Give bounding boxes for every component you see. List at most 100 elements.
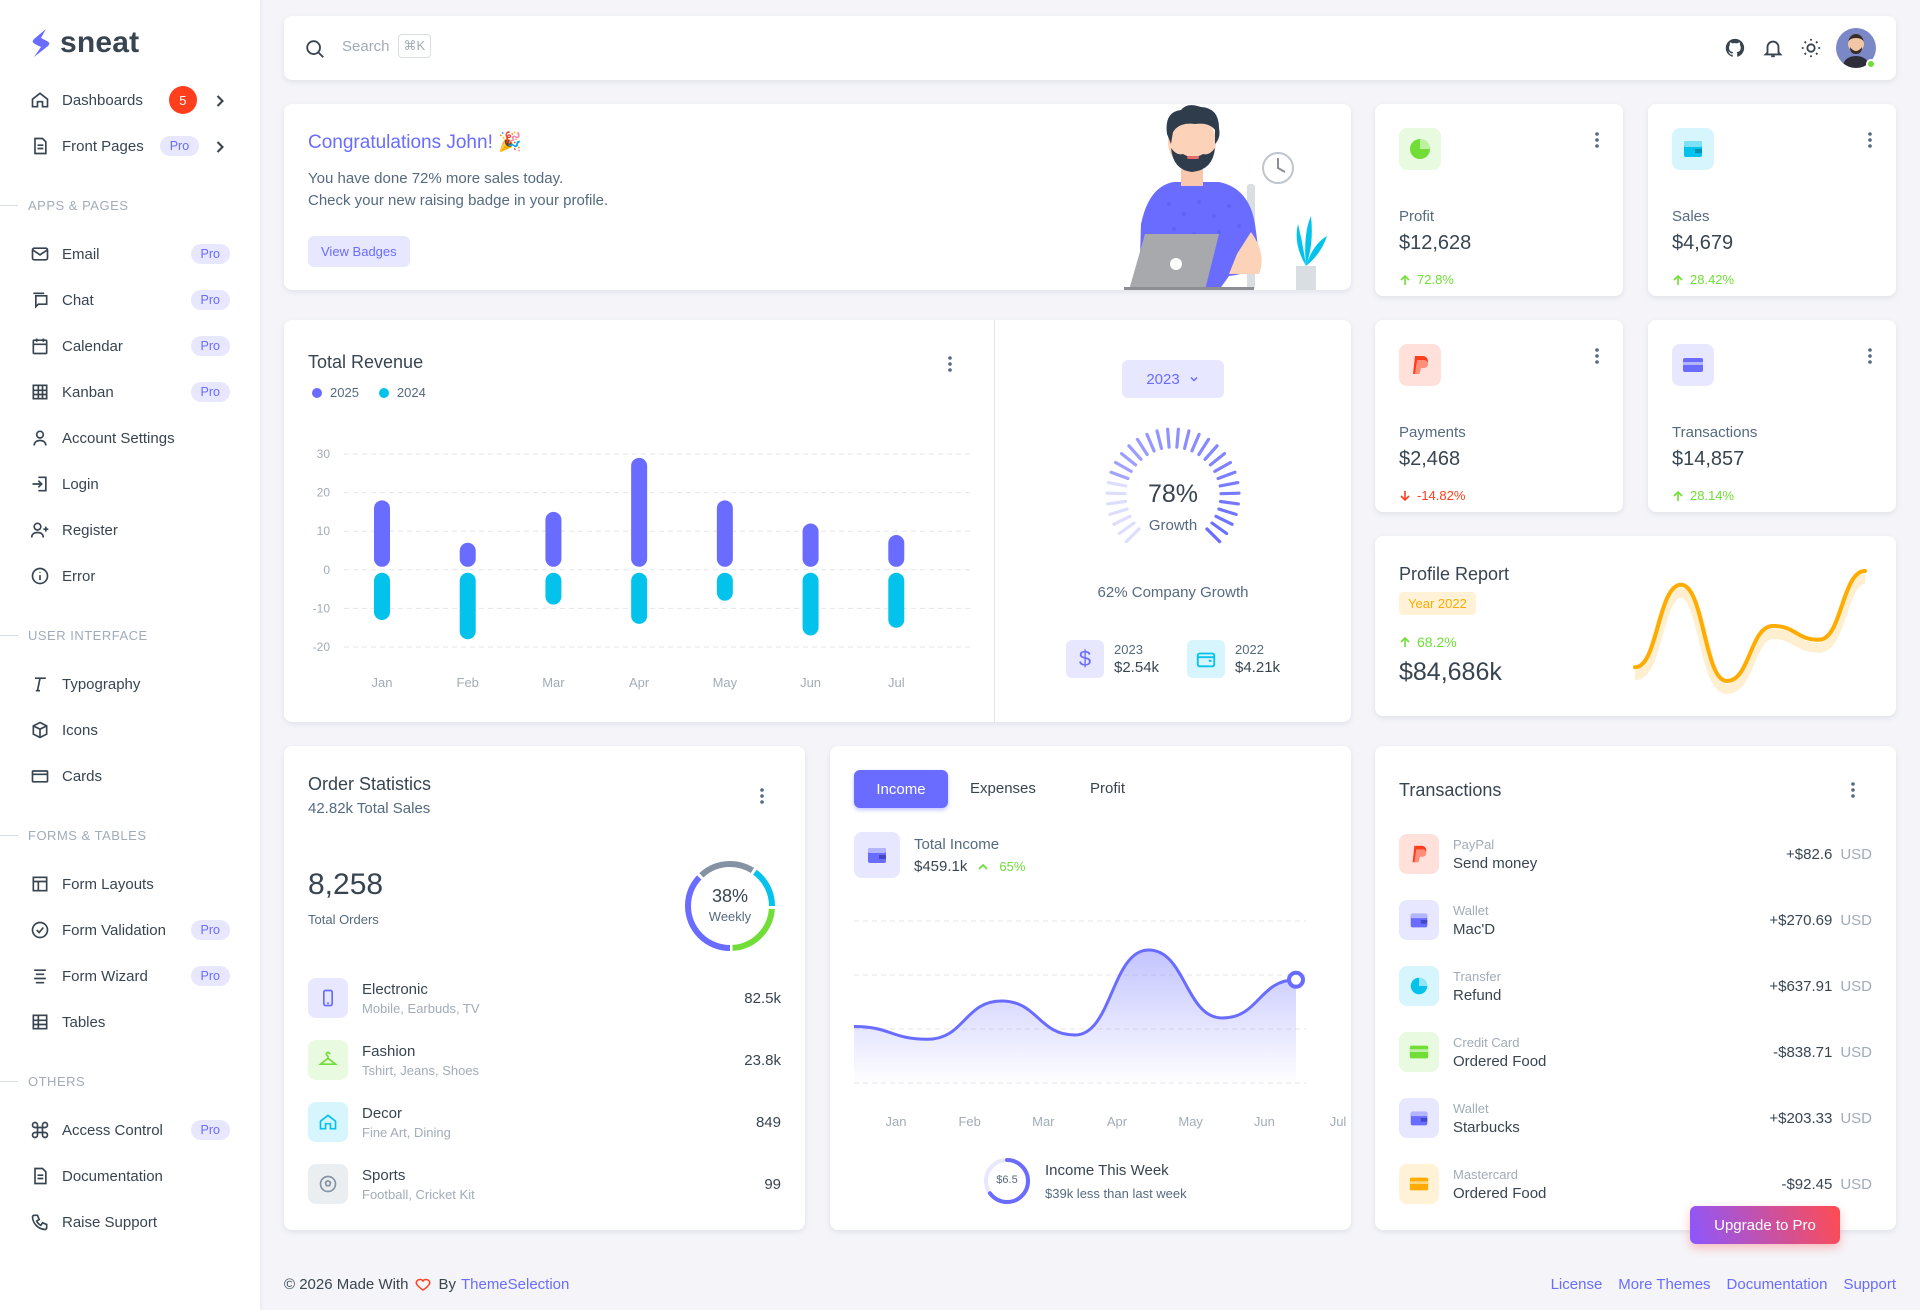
- more-vertical-icon[interactable]: [1860, 346, 1880, 366]
- revenue-title: Total Revenue: [308, 352, 424, 372]
- pro-badge: Pro: [190, 1119, 230, 1141]
- stat-value: $4,679: [1672, 232, 1734, 254]
- sidebar-item-typography[interactable]: Typography: [30, 667, 230, 701]
- sidebar-item-dashboards[interactable]: Dashboards 5: [30, 83, 230, 117]
- bar-2024: [631, 572, 648, 624]
- sidebar-item-documentation[interactable]: Documentation: [30, 1159, 230, 1193]
- ring-progress: [984, 1158, 1030, 1204]
- sidebar-item-register[interactable]: Register: [30, 513, 230, 547]
- welcome-line-2: Check your new raising badge in your pro…: [308, 192, 609, 209]
- more-vertical-icon[interactable]: [940, 354, 960, 374]
- github-icon[interactable]: [1724, 37, 1746, 59]
- sidebar-item-kanban[interactable]: Kanban Pro: [30, 375, 230, 409]
- tab-income[interactable]: Income: [854, 770, 948, 808]
- more-vertical-icon[interactable]: [752, 786, 772, 806]
- list-item: Decor Fine Art, Dining 849: [308, 1100, 781, 1144]
- sidebar-item-login[interactable]: Login: [30, 467, 230, 501]
- more-vertical-icon[interactable]: [1587, 130, 1607, 150]
- x-tick-label: Jul: [1330, 1114, 1347, 1129]
- list-item: Mastercard Ordered Food -$92.45 USD: [1399, 1162, 1872, 1206]
- sidebar-item-icons[interactable]: Icons: [30, 713, 230, 747]
- sidebar-item-raise-support[interactable]: Raise Support: [30, 1205, 230, 1239]
- sidebar-item-chat[interactable]: Chat Pro: [30, 283, 230, 317]
- house-icon: [308, 1102, 348, 1142]
- more-vertical-icon[interactable]: [1860, 130, 1880, 150]
- sidebar-item-access-control[interactable]: Access Control Pro: [30, 1113, 230, 1147]
- sidebar-item-form-layouts[interactable]: Form Layouts: [30, 867, 230, 901]
- arrow-up-icon: [1673, 274, 1683, 285]
- gauge-tick: [1119, 452, 1138, 467]
- sun-icon[interactable]: [1800, 37, 1822, 59]
- x-tick-label: Mar: [542, 675, 565, 690]
- category-sub: Tshirt, Jeans, Shoes: [362, 1062, 480, 1078]
- pro-badge: Pro: [190, 289, 230, 311]
- sidebar-item-front-pages[interactable]: Front Pages Pro: [30, 129, 230, 163]
- sidebar-item-email[interactable]: Email Pro: [30, 237, 230, 271]
- chevron-down-icon: [1190, 376, 1198, 382]
- online-status-dot: [1866, 59, 1876, 69]
- transaction-desc: Refund: [1453, 986, 1502, 1004]
- sidebar-item-form-wizard[interactable]: Form Wizard Pro: [30, 959, 230, 993]
- sidebar-item-cards[interactable]: Cards: [30, 759, 230, 793]
- tab-profit[interactable]: Profit: [1090, 780, 1126, 797]
- bar-2025: [545, 511, 562, 567]
- pro-badge: Pro: [159, 135, 200, 157]
- gauge-tick: [1217, 507, 1238, 516]
- transaction-amount: +$82.6: [1786, 845, 1833, 863]
- income-card: Income Expenses Profit Total Income $459…: [830, 746, 1351, 1230]
- legend-item: 2025: [312, 385, 359, 400]
- gauge-tick: [1127, 444, 1143, 461]
- dashboards-count-badge: 5: [168, 86, 197, 114]
- sidebar-item-label: Cards: [62, 767, 103, 785]
- arrow-up-icon: [1400, 274, 1410, 285]
- tab-expenses[interactable]: Expenses: [970, 780, 1036, 797]
- more-vertical-icon[interactable]: [1843, 780, 1863, 800]
- transaction-amount: -$92.45: [1781, 1175, 1833, 1193]
- sidebar-item-tables[interactable]: Tables: [30, 1005, 230, 1039]
- legend-swatch: [378, 387, 389, 398]
- growth-radial-gauge: [1105, 427, 1241, 544]
- footer-link-documentation[interactable]: Documentation: [1726, 1275, 1828, 1293]
- football-icon: [308, 1164, 348, 1204]
- sales-stat-card: Sales $4,679 28.42%: [1648, 104, 1896, 296]
- sidebar-item-form-validation[interactable]: Form Validation Pro: [30, 913, 230, 947]
- gauge-tick: [1208, 452, 1227, 467]
- top-navbar: Search ⌘K: [284, 16, 1896, 80]
- transaction-type: PayPal: [1453, 836, 1495, 852]
- bar-2024: [716, 572, 733, 601]
- list-item: Electronic Mobile, Earbuds, TV 82.5k: [308, 976, 781, 1020]
- info-icon: [31, 567, 49, 585]
- footer-company-link[interactable]: ThemeSelection: [460, 1275, 570, 1293]
- upgrade-to-pro-button[interactable]: Upgrade to Pro: [1690, 1206, 1840, 1244]
- transaction-type: Transfer: [1453, 968, 1501, 984]
- wallet-icon: [1672, 128, 1714, 170]
- x-tick-label: Jun: [1254, 1114, 1275, 1129]
- brand-logo[interactable]: sneat: [30, 26, 139, 60]
- bar-2024: [545, 572, 562, 605]
- gauge-tick: [1113, 460, 1133, 473]
- bell-icon[interactable]: [1762, 37, 1784, 59]
- year-badge: Year 2022: [1399, 592, 1476, 615]
- more-vertical-icon[interactable]: [1587, 346, 1607, 366]
- sidebar-item-error[interactable]: Error: [30, 559, 230, 593]
- section-header-others: OTHERS: [0, 1074, 260, 1089]
- income-area-chart: Jan Feb Mar Apr May Jun Jul: [853, 920, 1347, 1129]
- view-badges-button[interactable]: View Badges: [308, 236, 410, 267]
- x-tick-label: Apr: [629, 675, 650, 690]
- sidebar-item-calendar[interactable]: Calendar Pro: [30, 329, 230, 363]
- bar-2025: [716, 500, 733, 567]
- footer-link-support[interactable]: Support: [1843, 1275, 1896, 1293]
- transaction-desc: Ordered Food: [1453, 1052, 1547, 1070]
- file-icon: [34, 1167, 47, 1185]
- search-input[interactable]: Search ⌘K: [342, 34, 432, 58]
- arrow-down-icon: [1400, 490, 1410, 501]
- year-2022-summary: 2022 $4.21k: [1187, 640, 1280, 678]
- sidebar-item-label: Kanban: [62, 383, 114, 401]
- sidebar-item-account-settings[interactable]: Account Settings: [30, 421, 230, 455]
- year-dropdown-button[interactable]: 2023: [1122, 360, 1224, 398]
- category-value: 82.5k: [744, 989, 781, 1007]
- footer-link-more-themes[interactable]: More Themes: [1618, 1275, 1711, 1293]
- y-tick-label: -10: [313, 601, 331, 615]
- phone-icon: [31, 1214, 48, 1231]
- footer-link-license[interactable]: License: [1550, 1275, 1603, 1293]
